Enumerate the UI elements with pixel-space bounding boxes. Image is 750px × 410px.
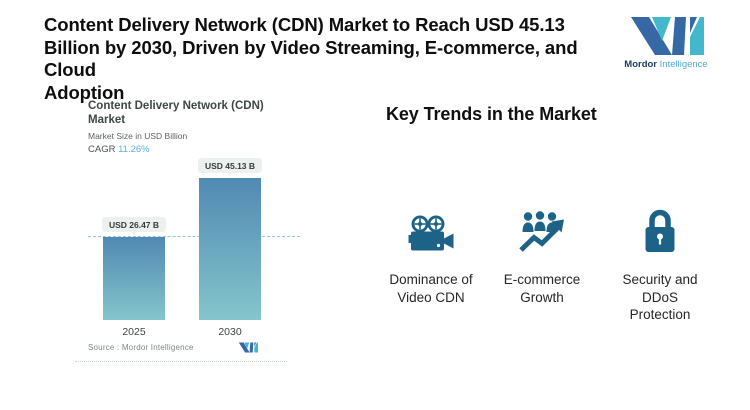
brand-wordmark: Mordor Intelligence xyxy=(618,59,714,70)
page-title-line-2: Billion by 2030, Driven by Video Streami… xyxy=(44,36,578,81)
source-row: Source : Mordor Intelligence xyxy=(88,342,258,353)
bar-2025 xyxy=(103,237,165,320)
page-title: Content Delivery Network (CDN) Market to… xyxy=(44,14,619,104)
page-title-line-3: Adoption xyxy=(44,81,125,103)
people-growth-arrow-icon xyxy=(519,204,565,253)
mordor-intelligence-logo: Mordor Intelligence xyxy=(618,16,714,70)
trend-label-ecommerce: E-commerce Growth xyxy=(503,272,581,305)
bar-2030 xyxy=(199,178,261,320)
cagr-value: 11.26% xyxy=(118,144,150,155)
panel-divider xyxy=(75,361,287,362)
trend-item-ecommerce: E-commerce Growth xyxy=(487,204,597,306)
bar-chart-plot: USD 26.47 B USD 45.13 B xyxy=(88,158,300,320)
x-axis-label-2030: 2030 xyxy=(218,326,242,338)
trend-label-video-cdn: Dominance of Video CDN xyxy=(389,272,473,305)
trend-item-video-cdn: Dominance of Video CDN xyxy=(376,204,486,306)
chart-title: Content Delivery Network (CDN) Market xyxy=(88,100,264,126)
market-chart-panel: Content Delivery Network (CDN) Market Ma… xyxy=(60,88,305,376)
brand-name-bold: Mordor xyxy=(624,59,657,70)
trend-label-security: Security and DDoS Protection xyxy=(622,272,698,322)
bar-value-label-2025: USD 26.47 B xyxy=(101,217,167,235)
cagr-label: CAGR xyxy=(88,144,116,155)
mordor-logo-mark-icon xyxy=(631,17,704,55)
mordor-logo-mini-icon xyxy=(238,342,258,353)
bar-group-2025: USD 26.47 B xyxy=(101,217,167,320)
trend-item-security: Security and DDoS Protection xyxy=(612,204,708,324)
bar-group-2030: USD 45.13 B xyxy=(197,158,263,320)
page-title-line-1: Content Delivery Network (CDN) Market to… xyxy=(44,14,565,35)
bar-value-label-2030: USD 45.13 B xyxy=(197,158,263,176)
brand-name-light: Intelligence xyxy=(659,59,708,70)
trends-heading: Key Trends in the Market xyxy=(386,104,597,124)
movie-camera-icon xyxy=(408,204,454,253)
x-axis-label-2025: 2025 xyxy=(122,326,146,338)
reference-line xyxy=(88,236,300,237)
chart-subtitle: Market Size in USD Billion xyxy=(88,131,188,141)
padlock-icon xyxy=(644,204,676,253)
chart-cagr: CAGR 11.26% xyxy=(88,144,150,155)
source-text: Source : Mordor Intelligence xyxy=(88,343,194,352)
